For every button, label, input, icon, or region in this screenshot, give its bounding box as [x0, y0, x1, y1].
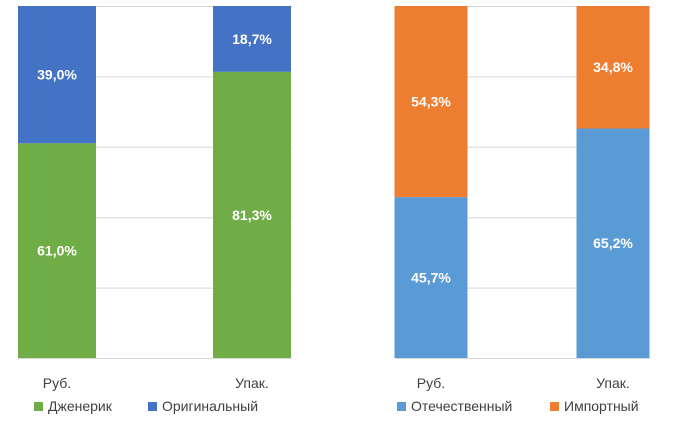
bar-segment: [576, 6, 650, 129]
bar-segment: [18, 143, 96, 358]
data-label: 54,3%: [411, 94, 451, 110]
legend-swatch: [148, 402, 157, 411]
bar-segment: [213, 6, 291, 72]
data-label: 18,7%: [232, 31, 272, 47]
data-label: 61,0%: [37, 243, 77, 259]
legend-label: Импортный: [564, 398, 639, 414]
chart-1: 61,0% 39,0% Руб. 81,3% 18,7% Упак. Дженерик Ори…: [18, 6, 292, 414]
legend-label: Дженерик: [48, 398, 113, 414]
data-label: 34,8%: [593, 59, 633, 75]
data-label: 39,0%: [37, 67, 77, 83]
data-label: 81,3%: [232, 207, 272, 223]
bar-segment: [213, 71, 291, 358]
bar-segment: [394, 6, 468, 198]
chart-2: 45,7% 54,3% Руб. 65,2% 34,8% Упак. Отечественн…: [394, 6, 650, 414]
legend-swatch: [397, 402, 406, 411]
bar-segment: [18, 6, 96, 144]
legend-swatch: [34, 402, 43, 411]
bar-segment: [576, 128, 650, 358]
x-tick-label: Упак.: [596, 375, 630, 391]
x-tick-label: Упак.: [235, 375, 269, 391]
legend-swatch: [550, 402, 559, 411]
bar-segment: [394, 197, 468, 358]
data-label: 45,7%: [411, 270, 451, 286]
legend-label: Оригинальный: [162, 398, 258, 414]
x-tick-label: Руб.: [43, 375, 71, 391]
legend: Отечественный Импортный: [397, 398, 639, 414]
data-label: 65,2%: [593, 235, 633, 251]
x-tick-label: Руб.: [417, 375, 445, 391]
legend: Дженерик Оригинальный: [34, 398, 258, 414]
legend-label: Отечественный: [411, 398, 512, 414]
